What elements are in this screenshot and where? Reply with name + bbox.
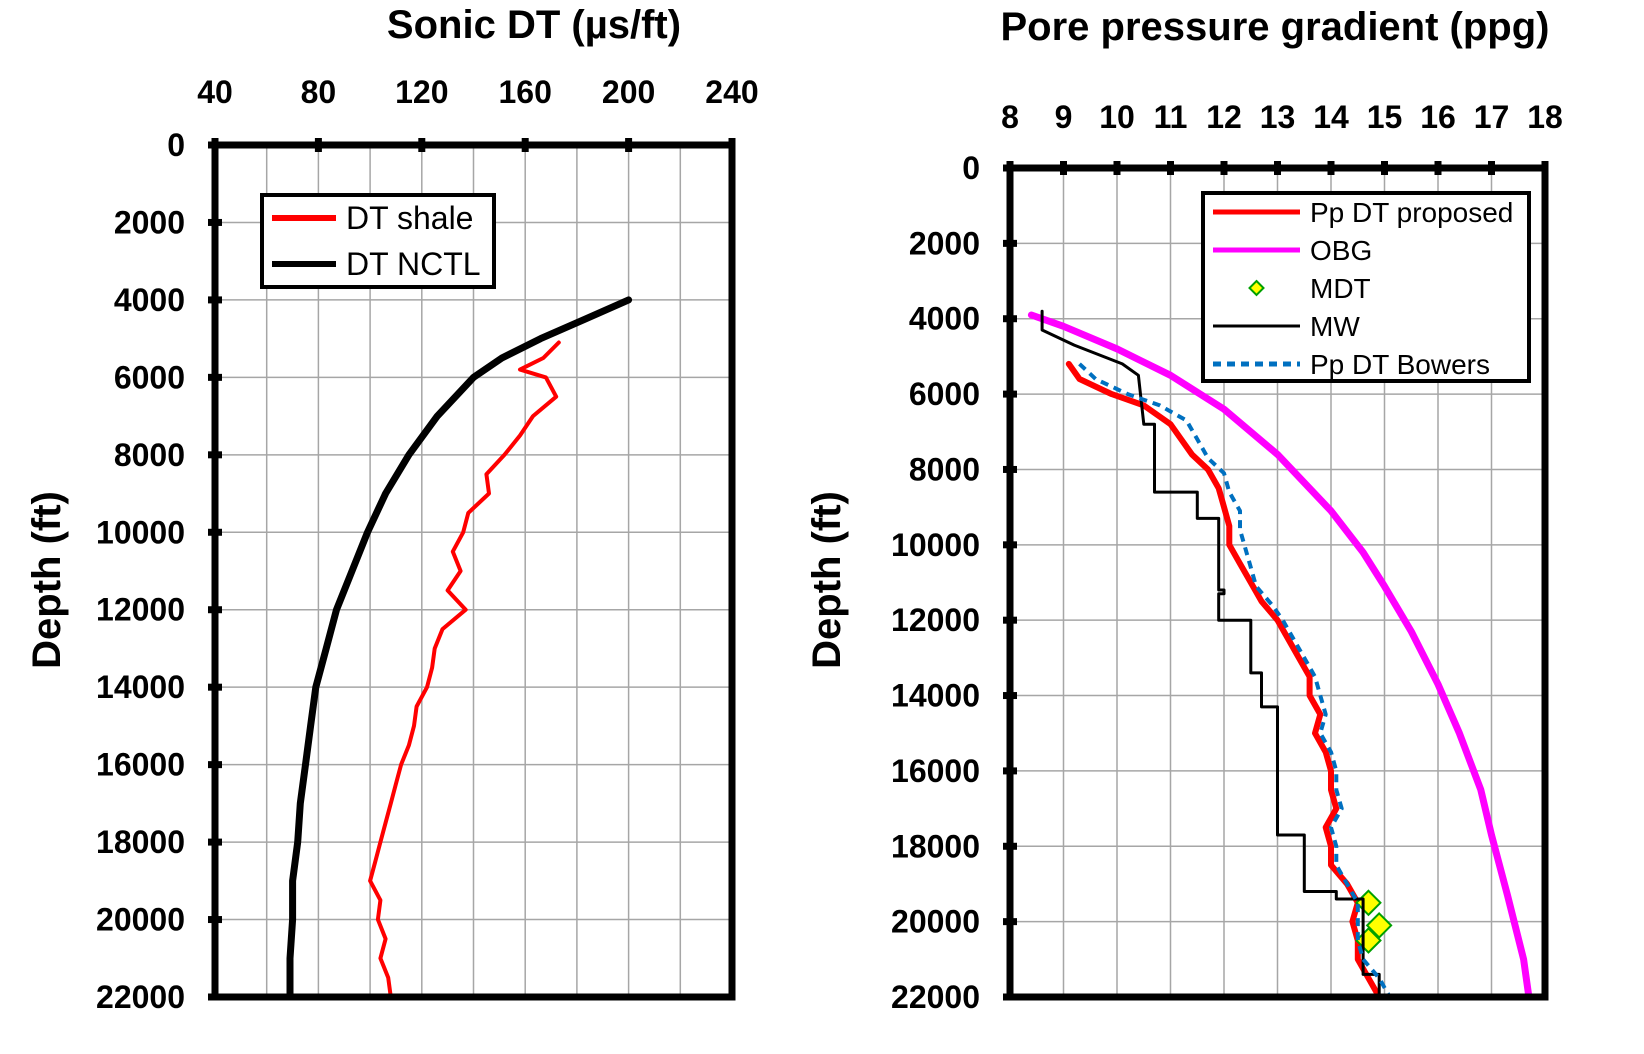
pore-pressure-y-tick-label: 16000 xyxy=(891,753,980,789)
sonic-dt-legend: DT shale DT NCTL xyxy=(260,193,496,289)
sonic-dt-y-tick-label: 10000 xyxy=(96,514,185,550)
sonic-dt-legend-box xyxy=(260,193,496,289)
sonic-dt-x-tick-label: 80 xyxy=(301,74,337,110)
sonic-dt-y-tick-label: 16000 xyxy=(96,747,185,783)
sonic-dt-ticks: 40 80 120 160 200 240 0 2000 4000 6000 8000 10000 12… xyxy=(96,74,759,1015)
pore-pressure-y-tick-label: 12000 xyxy=(891,602,980,638)
pore-pressure-legend-mdt-swatch xyxy=(1248,279,1265,297)
sonic-dt-y-tick-label: 6000 xyxy=(114,359,185,395)
sonic-dt-x-tick-label: 40 xyxy=(197,74,233,110)
pore-pressure-x-tick-label: 15 xyxy=(1367,99,1403,135)
pore-pressure-y-tick-label: 6000 xyxy=(909,376,980,412)
sonic-dt-y-tick-label: 18000 xyxy=(96,824,185,860)
sonic-dt-y-tick-label: 14000 xyxy=(96,669,185,705)
pore-pressure-x-tick-label: 9 xyxy=(1055,99,1073,135)
sonic-dt-y-tick-label: 12000 xyxy=(96,592,185,628)
pore-pressure-y-tick-label: 20000 xyxy=(891,904,980,940)
sonic-dt-y-tick-label: 22000 xyxy=(96,979,185,1015)
pore-pressure-legend-mw-label: MW xyxy=(1310,311,1360,342)
sonic-dt-title: Sonic DT (µs/ft) xyxy=(387,3,681,47)
sonic-dt-plot-frame xyxy=(211,141,736,1001)
sonic-dt-x-tick-label: 200 xyxy=(602,74,655,110)
pore-pressure-series-pp-dt-proposed-line xyxy=(1065,360,1383,1000)
sonic-dt-series-dt-nctl-line xyxy=(286,296,633,1001)
pore-pressure-series xyxy=(1027,309,1533,1001)
pore-pressure-legend-pp-dt-bowers-label: Pp DT Bowers xyxy=(1310,349,1490,380)
sonic-dt-y-tick-label: 20000 xyxy=(96,902,185,938)
pore-pressure-x-tick-label: 16 xyxy=(1420,99,1456,135)
pore-pressure-x-tick-label: 11 xyxy=(1154,99,1188,135)
pore-pressure-series-pp-dt-bowers-line xyxy=(1078,362,1392,998)
pore-pressure-y-tick-label: 14000 xyxy=(891,678,980,714)
sonic-dt-x-tick-label: 120 xyxy=(395,74,448,110)
pore-pressure-x-tick-label: 8 xyxy=(1001,99,1019,135)
pore-pressure-series-mdt-marker xyxy=(1355,889,1382,917)
sonic-dt-series-dt-shale-line xyxy=(368,340,561,999)
pore-pressure-x-tick-label: 18 xyxy=(1527,99,1563,135)
sonic-dt-legend-dt-nctl-label: DT NCTL xyxy=(346,246,481,282)
sonic-dt-x-tick-label: 240 xyxy=(705,74,758,110)
pore-pressure-x-tick-label: 13 xyxy=(1260,99,1296,135)
pore-pressure-title: Pore pressure gradient (ppg) xyxy=(1001,5,1550,49)
sonic-dt-gridlines xyxy=(215,145,732,997)
pore-pressure-y-tick-label: 2000 xyxy=(909,225,980,261)
pore-pressure-legend-mdt-label: MDT xyxy=(1310,273,1371,304)
pore-pressure-series-mdt-marker xyxy=(1365,911,1393,939)
pore-pressure-y-axis-label: Depth (ft) xyxy=(805,491,849,669)
pore-pressure-chart: 8 9 10 11 12 13 14 15 16 17 18 0 2000 4000 6000 8000 100… xyxy=(805,5,1563,1015)
pore-pressure-y-tick-label: 18000 xyxy=(891,828,980,864)
pore-pressure-y-tick-label: 4000 xyxy=(909,301,980,337)
pore-pressure-ticks: 8 9 10 11 12 13 14 15 16 17 18 0 2000 4000 6000 8000 100… xyxy=(891,99,1563,1015)
pore-pressure-series-obg-line xyxy=(1027,311,1533,1001)
sonic-dt-series xyxy=(286,296,633,1001)
pore-pressure-y-tick-label: 22000 xyxy=(891,979,980,1015)
pore-pressure-y-tick-label: 10000 xyxy=(891,527,980,563)
pore-pressure-legend-pp-dt-proposed-label: Pp DT proposed xyxy=(1310,197,1513,228)
pore-pressure-legend: Pp DT proposed OBG MDT MW Pp DT Bowers xyxy=(1201,191,1531,383)
pore-pressure-x-tick-label: 17 xyxy=(1474,99,1510,135)
sonic-dt-chart: 40 80 120 160 200 240 0 2000 4000 6000 8000 10000 12… xyxy=(25,3,759,1015)
sonic-dt-y-tick-label: 4000 xyxy=(114,282,185,318)
sonic-dt-y-tick-label: 2000 xyxy=(114,204,185,240)
pore-pressure-x-tick-label: 10 xyxy=(1099,99,1135,135)
pore-pressure-y-tick-label: 8000 xyxy=(909,451,980,487)
sonic-dt-legend-dt-shale-label: DT shale xyxy=(346,200,473,236)
pore-pressure-x-tick-label: 12 xyxy=(1206,99,1242,135)
pore-pressure-x-tick-label: 14 xyxy=(1313,99,1349,135)
sonic-dt-y-tick-label: 8000 xyxy=(114,437,185,473)
sonic-dt-x-tick-label: 160 xyxy=(499,74,552,110)
pore-pressure-y-tick-label: 0 xyxy=(962,150,980,186)
sonic-dt-y-tick-label: 0 xyxy=(167,127,185,163)
pore-pressure-series-mw-line xyxy=(1040,309,1381,999)
sonic-dt-y-axis-label: Depth (ft) xyxy=(25,491,69,669)
pore-pressure-legend-obg-label: OBG xyxy=(1310,235,1372,266)
